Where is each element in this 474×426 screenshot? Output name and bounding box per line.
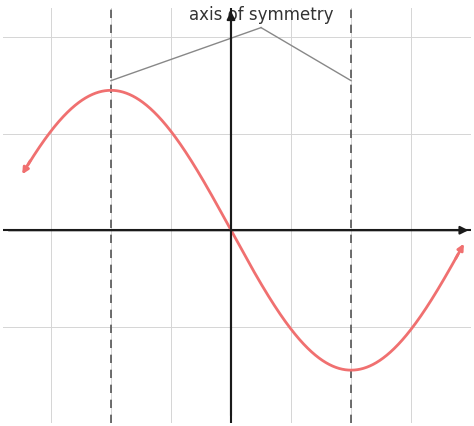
Text: axis of symmetry: axis of symmetry — [189, 6, 333, 24]
